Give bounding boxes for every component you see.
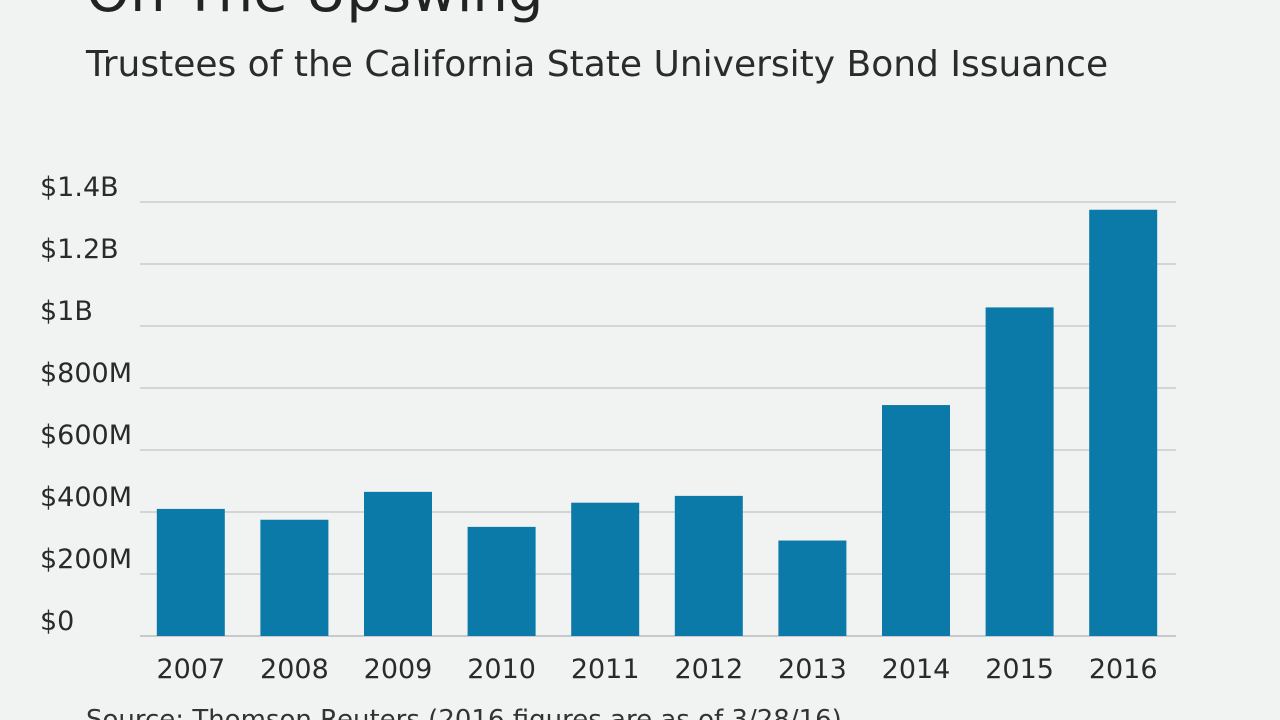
y-tick-label: $200M — [40, 544, 132, 575]
chart-subtitle: Trustees of the California State Univers… — [86, 44, 1109, 85]
x-tick-label: 2010 — [467, 654, 536, 685]
bars — [156, 209, 1158, 636]
bar-2016 — [1089, 209, 1158, 636]
bar-2015 — [985, 307, 1054, 636]
bar-2012 — [674, 495, 743, 636]
x-tick-label: 2007 — [156, 654, 225, 685]
x-tick-label: 2008 — [260, 654, 329, 685]
x-tick-label: 2009 — [364, 654, 433, 685]
bar-2014 — [882, 405, 950, 636]
x-tick-label: 2016 — [1089, 654, 1158, 685]
x-tick-label: 2012 — [674, 654, 743, 685]
y-tick-label: $400M — [40, 482, 132, 513]
bar-2011 — [571, 502, 640, 636]
bar-2013 — [778, 540, 847, 636]
chart-title: On The Upswing — [86, 0, 543, 28]
y-tick-label: $1B — [40, 296, 93, 327]
x-tick-label: 2014 — [882, 654, 951, 685]
y-tick-label: $0 — [40, 606, 74, 637]
y-tick-label: $800M — [40, 358, 132, 389]
y-axis-ticks: $0 $200M $400M $600M $800M $1B $1.2B $1.4B — [40, 172, 132, 637]
chart-source: Source: Thomson Reuters (2016 figures ar… — [86, 705, 842, 720]
bar-2010 — [467, 526, 536, 636]
x-tick-label: 2011 — [571, 654, 640, 685]
bar-2009 — [364, 491, 432, 636]
x-axis-ticks: 2007 2008 2009 2010 2011 2012 2013 2014 2015 2016 — [156, 654, 1157, 685]
x-tick-label: 2015 — [985, 654, 1054, 685]
y-tick-label: $600M — [40, 420, 132, 451]
bar-2008 — [260, 519, 329, 636]
y-tick-label: $1.4B — [40, 172, 119, 203]
x-tick-label: 2013 — [778, 654, 847, 685]
y-tick-label: $1.2B — [40, 234, 119, 265]
bar-2007 — [156, 508, 225, 636]
